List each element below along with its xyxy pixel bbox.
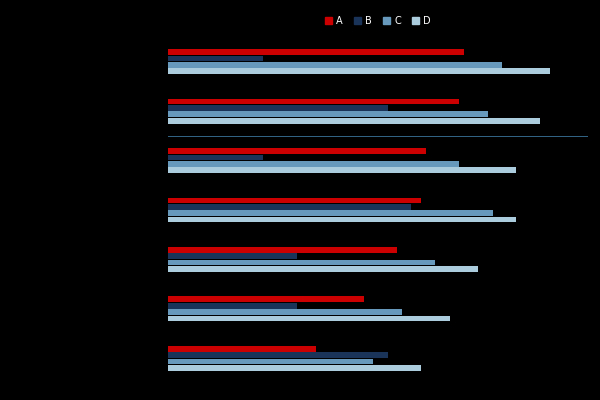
- Bar: [168, 210, 493, 216]
- Bar: [168, 260, 435, 266]
- Bar: [168, 118, 540, 124]
- Bar: [168, 154, 263, 160]
- Bar: [168, 359, 373, 364]
- Bar: [168, 309, 402, 315]
- Bar: [168, 161, 459, 166]
- Bar: [168, 296, 364, 302]
- Bar: [168, 112, 488, 117]
- Bar: [168, 99, 459, 104]
- Bar: [168, 148, 426, 154]
- Bar: [168, 198, 421, 203]
- Bar: [168, 217, 517, 222]
- Bar: [168, 62, 502, 68]
- Bar: [168, 316, 449, 321]
- Bar: [168, 49, 464, 55]
- Bar: [168, 346, 316, 352]
- Bar: [168, 365, 421, 371]
- Bar: [168, 68, 550, 74]
- Legend: A, B, C, D: A, B, C, D: [322, 12, 434, 30]
- Bar: [168, 352, 388, 358]
- Bar: [168, 247, 397, 253]
- Bar: [168, 254, 297, 259]
- Bar: [168, 303, 297, 308]
- Bar: [168, 204, 412, 210]
- Bar: [168, 56, 263, 61]
- Bar: [168, 266, 478, 272]
- Bar: [168, 167, 517, 173]
- Bar: [168, 105, 388, 111]
